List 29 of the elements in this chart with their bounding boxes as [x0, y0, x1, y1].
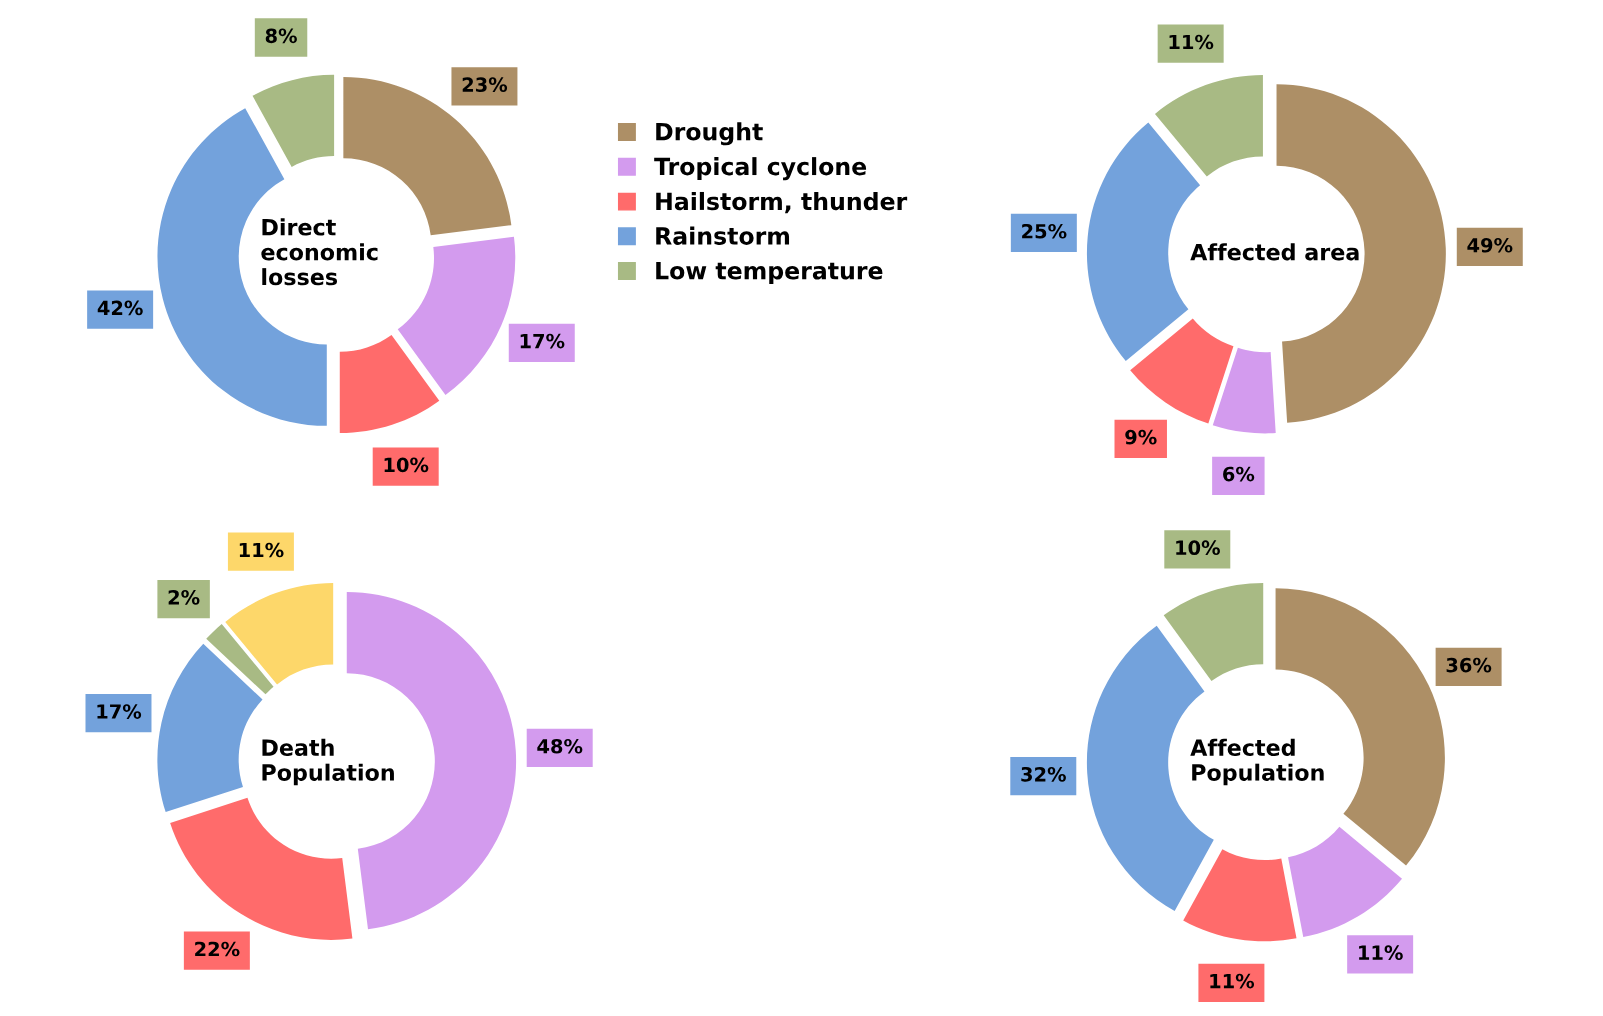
- data-label: 11%: [1210, 973, 1255, 989]
- data-label: 48%: [537, 738, 583, 754]
- legend-label: Low temperature: [656, 262, 883, 285]
- data-label: 9%: [1125, 429, 1157, 445]
- data-label: 17%: [97, 704, 142, 719]
- text: Direct economic losses: [261, 218, 378, 286]
- data-label: 11%: [1359, 945, 1403, 961]
- data-label: 17%: [520, 333, 565, 349]
- text: Affected Population: [1190, 738, 1324, 786]
- data-label: 6%: [1223, 466, 1255, 482]
- data-label: 11%: [1169, 34, 1214, 50]
- data-label: 10%: [1176, 540, 1220, 556]
- legend-label: Rainstorm: [656, 226, 790, 245]
- data-label: 32%: [1021, 766, 1066, 782]
- data-label: 23%: [462, 77, 508, 92]
- data-label: 25%: [1022, 223, 1067, 239]
- data-label: 22%: [195, 941, 240, 957]
- data-label: 42%: [97, 300, 143, 316]
- legend-label: Tropical cyclone: [654, 157, 867, 181]
- legend-label: Drought: [656, 122, 763, 146]
- text: Affected area: [1190, 243, 1359, 261]
- legend-label: Hailstorm, thunder: [656, 191, 908, 214]
- data-label: 11%: [239, 542, 284, 558]
- data-label: 10%: [384, 457, 429, 473]
- data-label: 8%: [265, 28, 297, 44]
- data-label: 2%: [168, 589, 200, 605]
- text: Death Population: [262, 738, 394, 786]
- data-label: 36%: [1446, 657, 1492, 673]
- data-label: 49%: [1467, 237, 1513, 253]
